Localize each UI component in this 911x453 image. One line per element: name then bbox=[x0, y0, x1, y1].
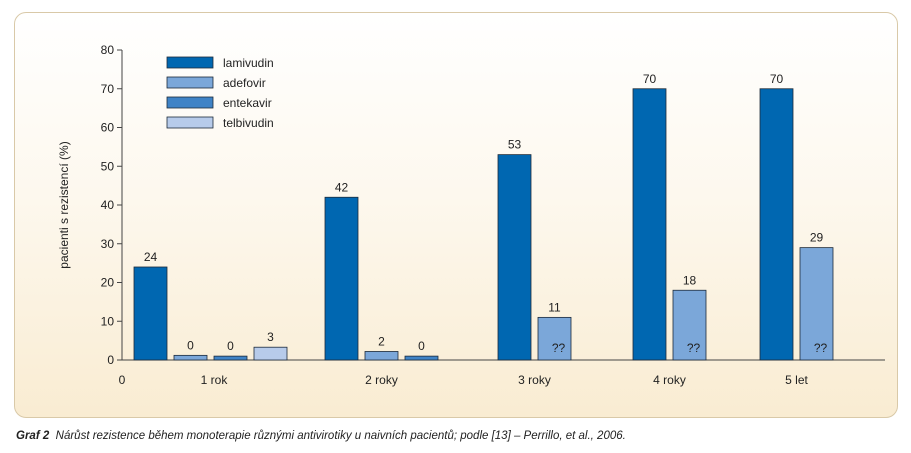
legend-label-telbivudin: telbivudin bbox=[223, 116, 274, 130]
x-tick-label: 3 roky bbox=[518, 373, 551, 387]
data-label-telbivudin-0: 3 bbox=[267, 330, 274, 344]
data-label-adefovir-3: 18 bbox=[683, 273, 697, 287]
data-label-entekavir-3: ?? bbox=[687, 341, 701, 355]
legend-label-lamivudin: lamivudin bbox=[223, 56, 274, 70]
y-tick-label: 20 bbox=[101, 276, 115, 290]
data-label-adefovir-2: 11 bbox=[548, 300, 561, 314]
y-tick-label: 50 bbox=[101, 159, 115, 173]
y-tick-label: 40 bbox=[101, 198, 115, 212]
bar-adefovir-4 bbox=[799, 247, 834, 361]
legend-label-adefovir: adefovir bbox=[223, 76, 266, 90]
bar-adefovir-3 bbox=[672, 289, 707, 361]
y-tick-label: 80 bbox=[101, 43, 115, 57]
legend-swatch-adefovir bbox=[166, 76, 214, 89]
bar-lamivudin-4 bbox=[759, 88, 794, 361]
x-tick-label: 4 roky bbox=[653, 373, 686, 387]
bar-lamivudin-3 bbox=[632, 88, 667, 361]
x-tick-label: 5 let bbox=[785, 373, 808, 387]
data-label-lamivudin-1: 42 bbox=[335, 180, 349, 194]
y-axis-title: pacienti s rezistencí (%) bbox=[57, 141, 71, 268]
bar-adefovir-1 bbox=[364, 351, 399, 361]
bar-lamivudin-2 bbox=[497, 154, 532, 361]
y-tick-label: 10 bbox=[101, 314, 115, 328]
data-label-lamivudin-4: 70 bbox=[770, 72, 784, 86]
data-label-adefovir-0: 0 bbox=[187, 338, 194, 352]
y-tick-label: 30 bbox=[101, 237, 115, 251]
x-tick-label: 1 rok bbox=[201, 373, 229, 387]
y-tick-label: 70 bbox=[101, 82, 115, 96]
data-label-adefovir-4: 29 bbox=[810, 231, 824, 245]
x-origin-label: 0 bbox=[119, 373, 126, 387]
caption-label: Graf 2 bbox=[16, 430, 50, 442]
legend-label-entekavir: entekavir bbox=[223, 96, 272, 110]
legend-swatch-lamivudin bbox=[166, 56, 214, 69]
bar-entekavir-0 bbox=[213, 355, 248, 361]
legend-swatch-telbivudin bbox=[166, 116, 214, 129]
data-label-lamivudin-3: 70 bbox=[643, 72, 657, 86]
bar-entekavir-1 bbox=[404, 355, 439, 361]
bar-telbivudin-0 bbox=[253, 346, 288, 361]
x-tick-label: 2 roky bbox=[365, 373, 398, 387]
data-label-adefovir-1: 2 bbox=[378, 334, 385, 348]
data-label-lamivudin-2: 53 bbox=[508, 138, 522, 152]
caption-text: Nárůst rezistence během monoterapie různ… bbox=[55, 430, 626, 442]
bar-lamivudin-0 bbox=[133, 266, 168, 361]
y-tick-label: 60 bbox=[101, 121, 115, 135]
data-label-lamivudin-0: 24 bbox=[144, 250, 158, 264]
chart-panel: 0 10 20 30 40 50 60 70 80 pacienti s rezistencí (… bbox=[14, 12, 898, 418]
legend-swatch-entekavir bbox=[166, 96, 214, 109]
data-label-entekavir-4: ?? bbox=[814, 341, 828, 355]
bar-lamivudin-1 bbox=[324, 196, 359, 361]
data-label-entekavir-2: ?? bbox=[552, 341, 566, 355]
bar-adefovir-2 bbox=[537, 316, 572, 361]
y-tick-label: 0 bbox=[107, 353, 114, 367]
data-label-entekavir-1: 0 bbox=[418, 339, 425, 353]
bar-adefovir-0 bbox=[173, 354, 208, 361]
data-label-entekavir-0: 0 bbox=[227, 339, 234, 353]
figure-caption: Graf 2 Nárůst rezistence během monoterap… bbox=[16, 430, 896, 442]
